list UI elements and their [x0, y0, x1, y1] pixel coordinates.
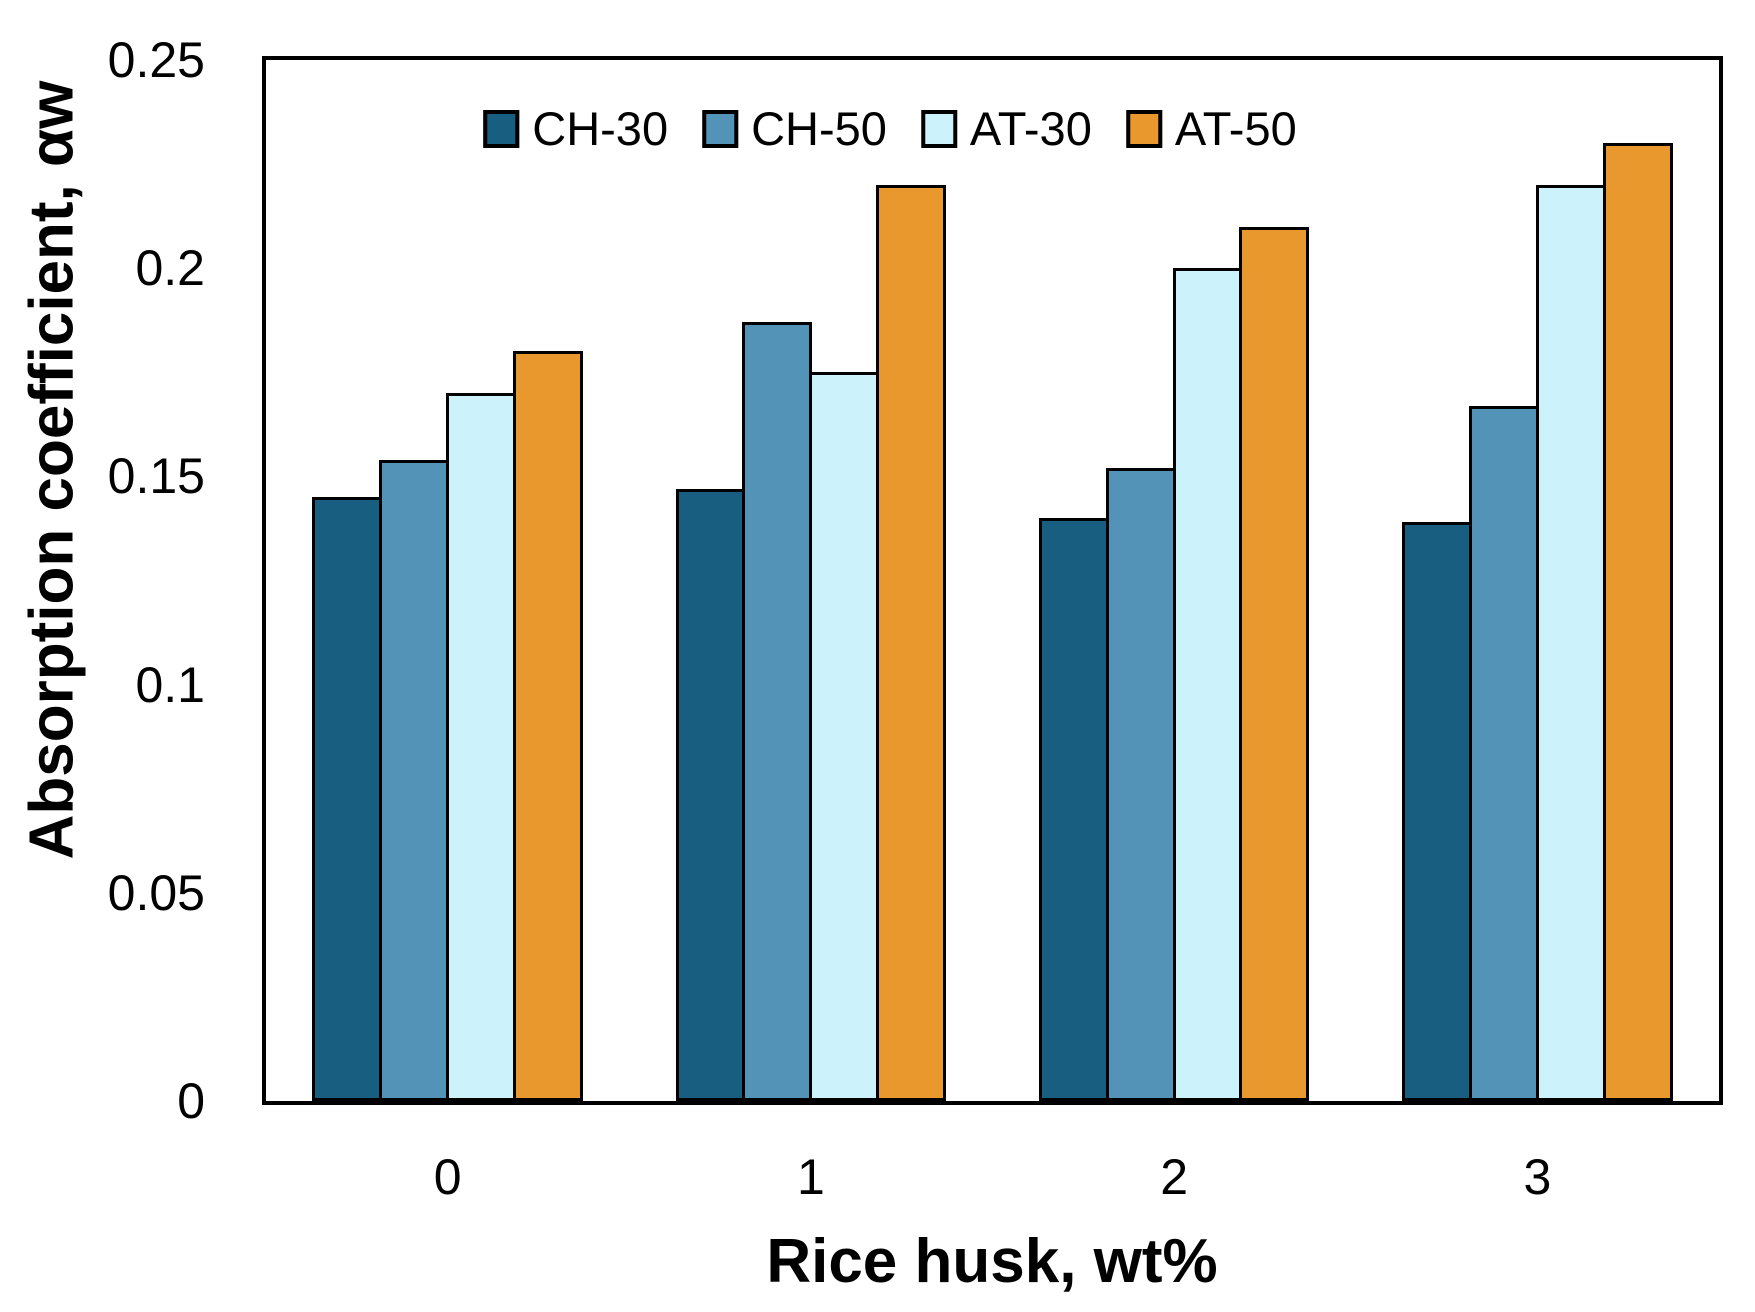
bar-CH-30-group-2 — [1038, 518, 1109, 1101]
x-axis-title: Rice husk, wt% — [766, 1227, 1218, 1296]
legend-label: AT-30 — [969, 102, 1092, 155]
legend-item-AT-30: AT-30 — [920, 101, 1092, 156]
legend-label: CH-50 — [751, 102, 887, 155]
legend-item-CH-30: CH-30 — [483, 101, 668, 156]
x-axis-tick-label: 0 — [433, 1149, 462, 1205]
y-axis-tick-label: 0.05 — [107, 864, 205, 921]
y-axis-tick-label: 0.2 — [135, 240, 205, 297]
legend-swatch-icon — [1125, 109, 1162, 148]
legend-swatch-icon — [702, 109, 739, 148]
bar-AT-30-group-2 — [1172, 268, 1243, 1101]
legend-label: AT-50 — [1174, 102, 1297, 155]
legend-swatch-icon — [483, 109, 520, 148]
bar-AT-50-group-3 — [1602, 143, 1673, 1101]
bar-CH-30-group-0 — [312, 497, 383, 1101]
y-axis-tick-label: 0.1 — [135, 656, 205, 713]
bar-CH-50-group-1 — [742, 322, 813, 1101]
y-axis-tick-label: 0.15 — [107, 448, 205, 505]
bar-CH-30-group-1 — [675, 488, 746, 1101]
bar-AT-30-group-3 — [1535, 184, 1606, 1101]
bar-AT-30-group-1 — [809, 372, 880, 1101]
y-axis-tick-label: 0 — [177, 1073, 205, 1129]
x-axis-tick-label: 3 — [1523, 1149, 1552, 1205]
bar-AT-50-group-1 — [876, 184, 947, 1101]
bar-AT-30-group-0 — [446, 393, 517, 1101]
legend-swatch-icon — [920, 109, 957, 148]
bar-AT-50-group-0 — [512, 351, 583, 1101]
y-axis-tick-label: 0.25 — [107, 32, 205, 88]
bar-CH-30-group-3 — [1402, 522, 1473, 1101]
bar-CH-50-group-0 — [379, 459, 450, 1101]
bar-CH-50-group-3 — [1468, 405, 1539, 1101]
x-axis-tick-label: 1 — [796, 1149, 825, 1205]
bar-CH-50-group-2 — [1105, 468, 1176, 1101]
x-axis-tick-label: 2 — [1160, 1149, 1189, 1205]
legend-label: CH-30 — [532, 102, 669, 155]
legend-item-AT-50: AT-50 — [1125, 101, 1297, 156]
legend: CH-30 CH-50 AT-30 AT-50 — [483, 101, 1297, 156]
legend-item-CH-50: CH-50 — [702, 101, 887, 156]
bar-AT-50-group-2 — [1239, 226, 1310, 1101]
